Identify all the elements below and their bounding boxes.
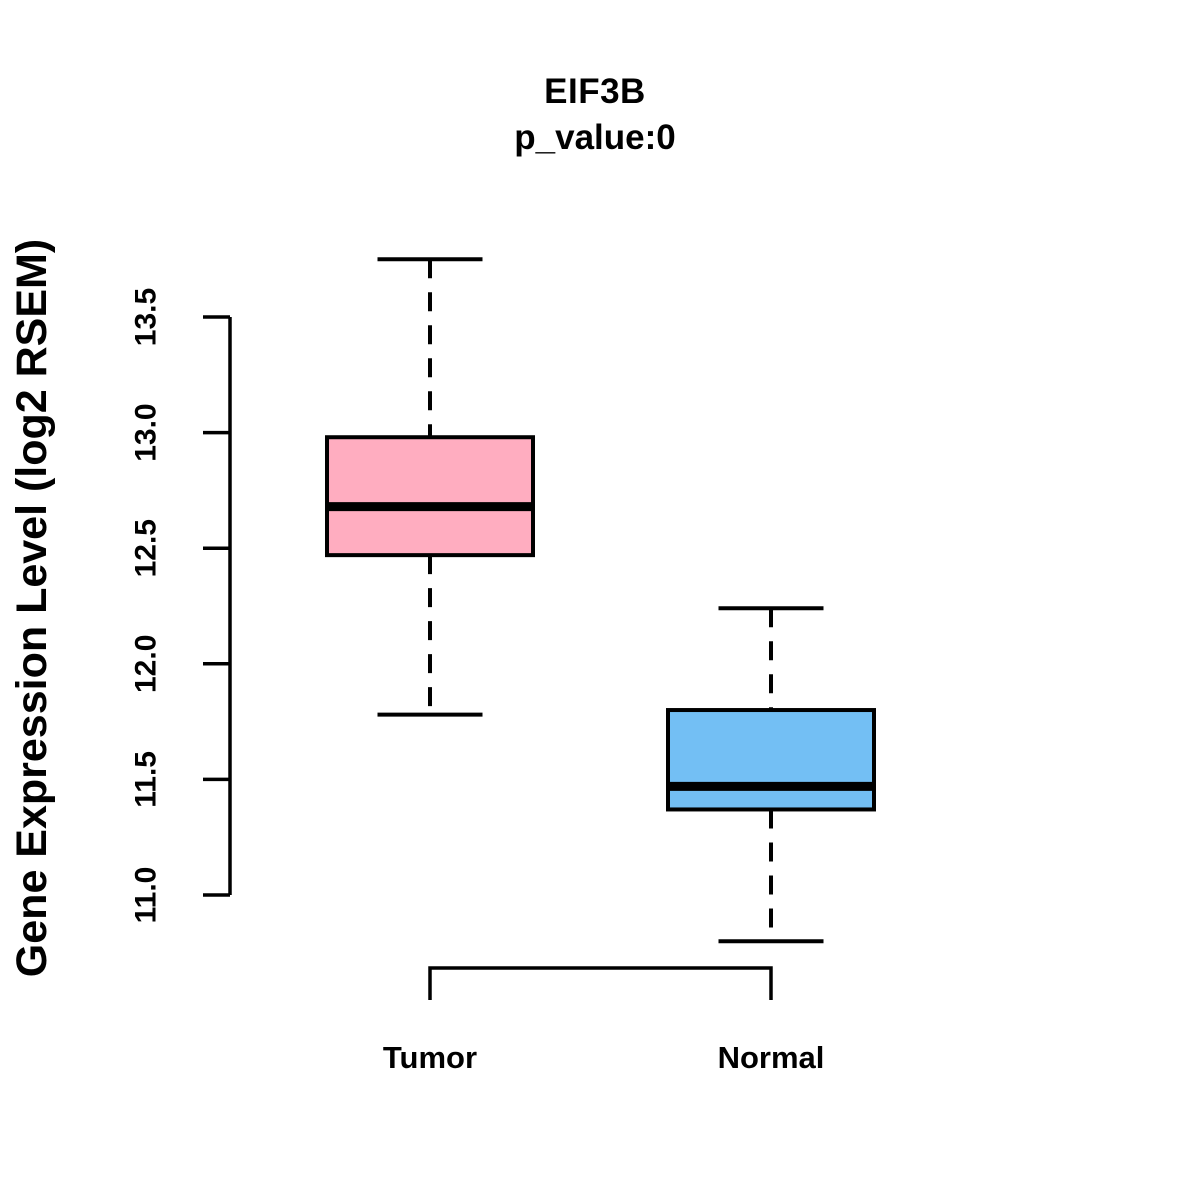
- normal-box: [666, 708, 876, 812]
- y-axis-label: Gene Expression Level (log2 RSEM): [8, 238, 56, 978]
- y-tick-label: 11.0: [130, 867, 163, 924]
- y-tick-label: 11.5: [130, 751, 163, 808]
- comparison-bracket: [428, 966, 773, 1000]
- tumor-group-label: Tumor: [383, 1040, 477, 1075]
- y-tick-label: 13.0: [130, 403, 163, 461]
- tumor-box: [325, 435, 535, 558]
- y-tick-label: 12.5: [130, 519, 163, 577]
- y-tick-label: 13.5: [130, 288, 163, 346]
- chart-title: EIF3B: [544, 72, 646, 111]
- chart-subtitle: p_value:0: [514, 118, 676, 157]
- normal-group-label: Normal: [718, 1040, 825, 1075]
- y-tick-label: 12.0: [130, 635, 163, 693]
